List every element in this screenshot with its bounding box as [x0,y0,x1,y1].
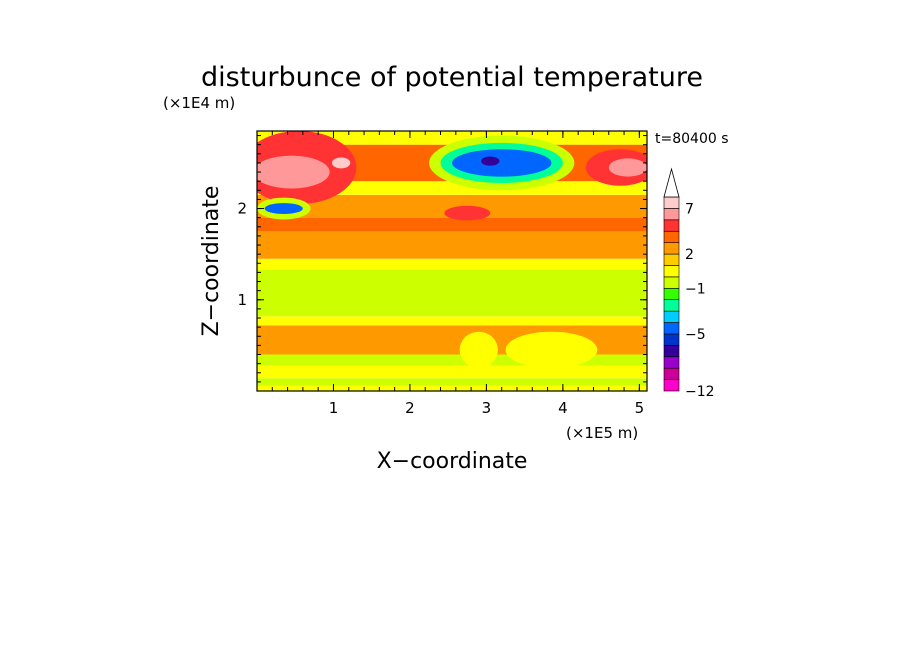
colorbar-segment-16 [663,196,680,209]
colorbar-segment-1 [663,367,680,380]
contour-feature-8 [452,149,552,177]
colorbar-segment-3 [663,345,680,358]
colorbar-tick-label: −12 [685,384,715,400]
colorbar-segment-9 [663,276,680,289]
contour-band-5 [257,316,647,326]
contour-band-11 [257,181,647,195]
x-tick-label: 1 [329,399,339,417]
colorbar-segment-13 [663,230,680,243]
colorbar-segment-15 [663,208,680,221]
colorbar-segment-2 [663,356,680,369]
colorbar-segment-12 [663,242,680,255]
y-unit-label: (×1E4 m) [163,94,235,112]
contour-band-3 [257,354,647,366]
colorbar-segment-11 [663,253,680,266]
colorbar-tick-label: 7 [685,201,694,217]
contour-feature-2 [331,157,351,169]
plot-area [257,131,647,391]
contour-band-1 [257,378,647,386]
contour-band-0 [257,385,647,391]
colorbar-tick-label: −1 [685,281,706,297]
x-tick-label: 2 [405,399,415,417]
x-axis-label: X−coordinate [377,449,528,474]
colorbar-extend-arrow [663,167,680,198]
y-axis-label: Z−coordinate [199,186,224,337]
contour-band-9 [257,217,647,232]
colorbar-segment-14 [663,219,680,232]
contour-band-7 [257,258,647,270]
y-tick-label: 1 [237,291,247,309]
axis-ticks: 1 2 3 4 5 1 2 [237,131,647,417]
plot-frame [256,130,648,392]
colorbar-segment-6 [663,310,680,323]
contour-band-2 [257,365,647,379]
time-label: t=80400 s [655,131,729,147]
x-tick-label: 5 [635,399,645,417]
colorbar-segment-8 [663,287,680,301]
chart-title: disturbunce of potential temperature [201,62,703,93]
contour-feature-13 [459,331,498,369]
colorbar: 7 2 −1 −5 −12 [663,167,715,400]
x-tick-label: 3 [482,399,492,417]
contour-feature-12 [505,331,598,369]
contour-band-6 [257,269,647,317]
contour-band-8 [257,231,647,259]
colorbar-tick-label: 2 [685,247,694,263]
contour-feature-9 [481,156,500,166]
x-tick-label: 4 [558,399,568,417]
contour-band-10 [257,194,647,218]
x-unit-label: (×1E5 m) [566,424,638,442]
contour-feature-11 [264,203,303,215]
contour-band-13 [257,131,647,145]
colorbar-segment-10 [663,265,680,278]
colorbar-tick-label: −5 [685,327,706,343]
colorbar-segment-7 [663,299,680,312]
colorbar-segment-0 [663,379,680,392]
contour-feature-1 [257,155,330,189]
y-tick-label: 2 [237,200,247,218]
contour-feature-5 [444,205,491,221]
contour-feature-4 [608,158,647,177]
colorbar-segment-4 [663,333,680,346]
colorbar-segment-5 [663,322,680,335]
